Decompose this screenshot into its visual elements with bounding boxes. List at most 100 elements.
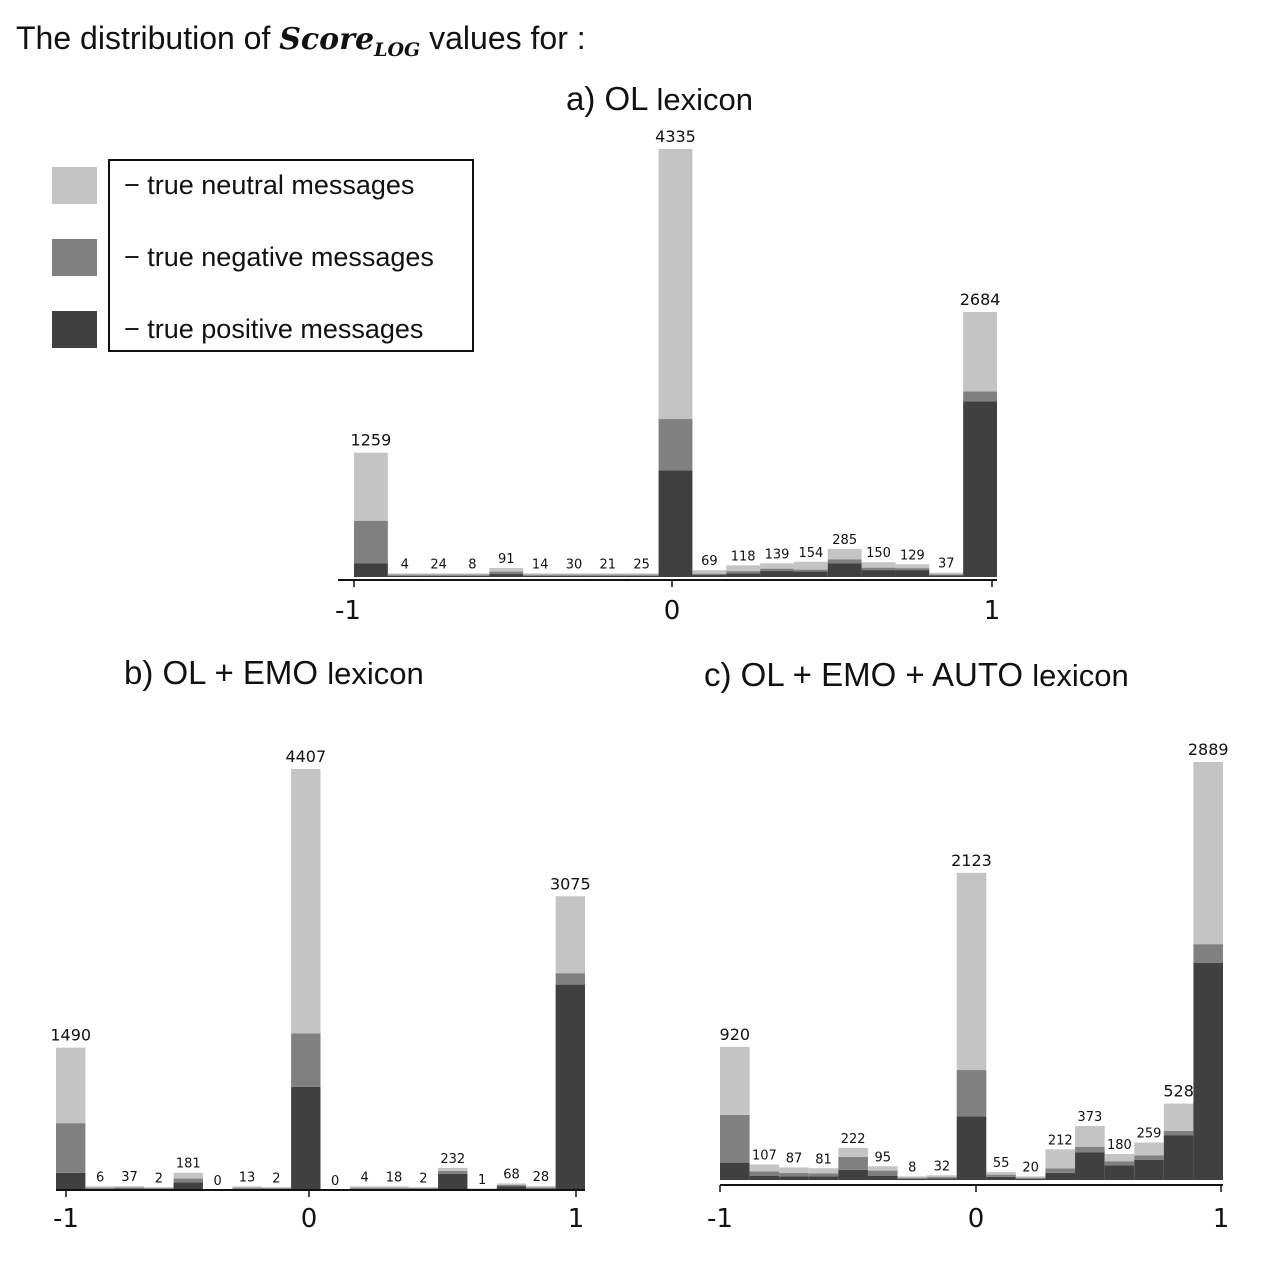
bar-a-17	[929, 572, 964, 577]
bar-b-4-neutral	[173, 1172, 203, 1179]
bar-b-7-negative	[261, 1187, 292, 1189]
bar-b-15-negative	[496, 1184, 527, 1187]
bar-a-14-positive	[827, 563, 862, 577]
x-tick-label-a-0: -1	[335, 596, 361, 626]
bar-label-b-12: 2	[419, 1172, 427, 1187]
bar-label-a-14: 285	[832, 533, 857, 548]
bar-a-0	[354, 452, 388, 577]
bar-b-0-positive	[56, 1172, 86, 1190]
bar-b-16-neutral	[526, 1186, 556, 1188]
bar-c-4-positive	[838, 1169, 868, 1180]
bar-c-7	[927, 1175, 957, 1180]
bar-label-b-0: 1490	[50, 1026, 91, 1045]
panel-c-title: c) OL + EMO + AUTO lexicon	[704, 656, 1129, 694]
bar-a-2	[421, 573, 456, 577]
bar-a-7	[590, 573, 625, 577]
bar-a-7-positive	[590, 575, 625, 577]
bar-label-b-14: 1	[478, 1173, 486, 1188]
bar-b-16-negative	[526, 1187, 556, 1189]
bar-c-12-positive	[1075, 1152, 1105, 1180]
bar-label-a-3: 8	[468, 557, 476, 572]
bar-c-8	[956, 872, 987, 1180]
bar-a-13-negative	[793, 569, 828, 572]
bar-a-6-negative	[557, 574, 591, 576]
bar-a-15-neutral	[861, 562, 896, 568]
score-log-symbol: ScoreLOG	[279, 22, 421, 61]
bar-a-0-negative	[354, 520, 388, 564]
bar-c-6-negative	[897, 1177, 928, 1179]
bar-b-0-neutral	[56, 1047, 86, 1124]
x-tick-label-b-0: -1	[53, 1204, 79, 1234]
bar-a-9	[658, 149, 693, 577]
bar-label-a-10: 69	[701, 554, 718, 569]
bar-c-2-negative	[779, 1172, 809, 1177]
bar-b-0-negative	[56, 1123, 86, 1173]
score-log-subscript: LOG	[374, 39, 421, 61]
x-tick-label-b-1: 0	[301, 1204, 318, 1234]
bar-c-3-negative	[808, 1173, 839, 1177]
bar-c-12-neutral	[1075, 1126, 1105, 1147]
panel-b-letter: b)	[124, 654, 154, 691]
bar-b-1-neutral	[85, 1186, 115, 1188]
bar-b-3-negative	[144, 1187, 174, 1189]
bar-label-a-1: 4	[401, 557, 409, 572]
bar-a-7-negative	[590, 574, 625, 576]
bar-c-6-neutral	[897, 1176, 928, 1178]
bar-a-9-positive	[658, 470, 693, 577]
bar-b-2-negative	[114, 1187, 145, 1189]
bar-a-10-negative	[692, 573, 727, 576]
bar-label-b-4: 181	[176, 1157, 201, 1172]
bar-c-14	[1134, 1142, 1164, 1180]
bar-c-4	[838, 1147, 868, 1180]
bar-c-5-negative	[867, 1170, 898, 1176]
bar-a-17-positive	[929, 575, 964, 577]
bar-a-3	[455, 573, 490, 577]
bar-b-13-negative	[438, 1170, 468, 1174]
bar-c-11-neutral	[1045, 1149, 1076, 1169]
bar-b-17-neutral	[555, 896, 585, 974]
bar-a-17-negative	[929, 574, 964, 576]
bar-c-10-negative	[1015, 1177, 1046, 1179]
bar-a-5-neutral	[523, 573, 558, 575]
bar-a-1-negative	[387, 574, 422, 576]
bar-label-a-5: 14	[532, 557, 549, 572]
bar-c-11	[1045, 1149, 1076, 1180]
bar-label-b-15: 68	[503, 1167, 520, 1182]
bar-a-10-neutral	[692, 570, 727, 574]
bar-b-15-neutral	[496, 1183, 527, 1185]
bar-c-3-positive	[808, 1176, 839, 1180]
bar-b-2-neutral	[114, 1186, 145, 1188]
bar-a-17-neutral	[929, 572, 964, 575]
bar-c-0-neutral	[720, 1046, 750, 1115]
bar-a-18-negative	[963, 391, 997, 402]
bar-label-b-16: 28	[533, 1170, 550, 1185]
bar-c-7-neutral	[927, 1175, 957, 1178]
legend-swatch-neutral	[52, 167, 97, 204]
bar-c-5-neutral	[867, 1166, 898, 1171]
bar-a-14	[827, 548, 862, 577]
bar-b-13	[438, 1167, 468, 1190]
bar-label-b-3: 2	[155, 1172, 163, 1187]
bar-label-b-9: 0	[331, 1174, 339, 1189]
bar-a-12-negative	[760, 568, 794, 572]
bar-a-1-positive	[387, 575, 422, 577]
bar-c-8-positive	[956, 1116, 987, 1180]
bar-b-4-positive	[173, 1182, 203, 1190]
bar-label-a-11: 118	[731, 549, 756, 564]
bar-c-0	[720, 1046, 750, 1180]
legend-swatch-positive	[52, 311, 97, 348]
bar-c-9-neutral	[986, 1172, 1016, 1175]
bar-label-b-17: 3075	[550, 874, 591, 893]
bar-a-3-negative	[455, 574, 490, 576]
bar-b-4	[173, 1172, 203, 1190]
bar-c-2	[779, 1167, 809, 1180]
bar-a-15-positive	[861, 570, 896, 577]
x-tick-label-a-1: 0	[664, 596, 681, 626]
panel-a-suffix: lexicon	[656, 82, 753, 117]
bar-b-11-negative	[379, 1187, 409, 1189]
bar-label-a-0: 1259	[351, 431, 392, 450]
legend-label-neutral: − true neutral messages	[124, 170, 415, 200]
